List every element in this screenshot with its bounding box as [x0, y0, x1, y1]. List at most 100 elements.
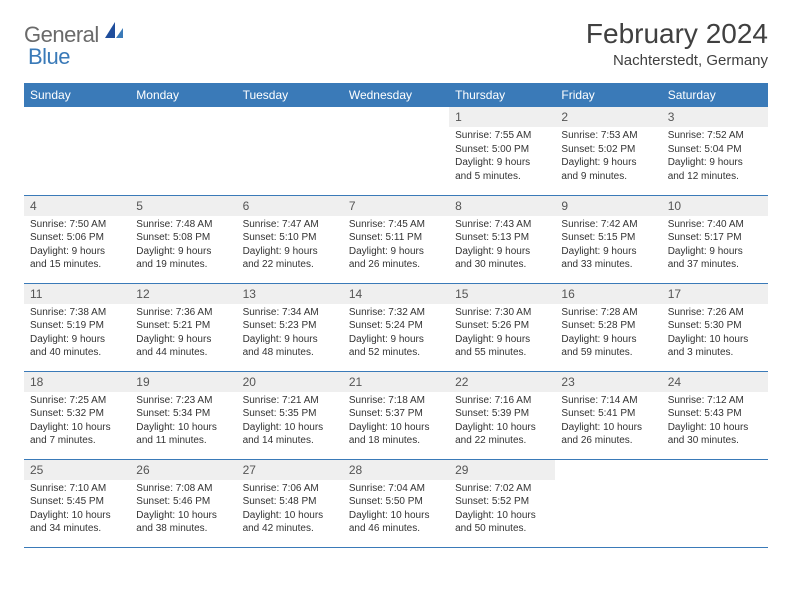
- calendar-day-cell: 2Sunrise: 7:53 AMSunset: 5:02 PMDaylight…: [555, 107, 661, 195]
- calendar-day-cell: 22Sunrise: 7:16 AMSunset: 5:39 PMDayligh…: [449, 371, 555, 459]
- day-info-line: and 7 minutes.: [30, 434, 124, 448]
- day-info-line: Sunrise: 7:40 AM: [668, 218, 762, 232]
- day-number: 26: [130, 460, 236, 480]
- day-info-line: Daylight: 9 hours: [136, 333, 230, 347]
- day-number: 10: [662, 196, 768, 216]
- day-info-line: and 50 minutes.: [455, 522, 549, 536]
- day-info-line: Daylight: 9 hours: [561, 245, 655, 259]
- day-info-line: Daylight: 9 hours: [455, 245, 549, 259]
- day-info-line: Sunset: 5:28 PM: [561, 319, 655, 333]
- day-info-line: Sunset: 5:34 PM: [136, 407, 230, 421]
- day-info-line: Sunrise: 7:16 AM: [455, 394, 549, 408]
- day-info-line: Daylight: 9 hours: [561, 156, 655, 170]
- day-info-line: Sunset: 5:39 PM: [455, 407, 549, 421]
- day-info-line: Sunrise: 7:42 AM: [561, 218, 655, 232]
- day-info-line: Daylight: 10 hours: [668, 333, 762, 347]
- day-number: 19: [130, 372, 236, 392]
- day-info-line: and 15 minutes.: [30, 258, 124, 272]
- day-info-line: Sunset: 5:23 PM: [243, 319, 337, 333]
- day-info-line: Sunset: 5:24 PM: [349, 319, 443, 333]
- day-info-line: and 44 minutes.: [136, 346, 230, 360]
- day-info-line: Daylight: 9 hours: [455, 156, 549, 170]
- day-info-line: Sunset: 5:37 PM: [349, 407, 443, 421]
- day-info-line: Sunrise: 7:48 AM: [136, 218, 230, 232]
- day-info-line: Daylight: 10 hours: [455, 509, 549, 523]
- day-info-line: and 30 minutes.: [455, 258, 549, 272]
- day-info-line: Sunset: 5:11 PM: [349, 231, 443, 245]
- day-info-line: Daylight: 9 hours: [243, 245, 337, 259]
- day-info-line: Sunset: 5:21 PM: [136, 319, 230, 333]
- calendar-day-cell: 18Sunrise: 7:25 AMSunset: 5:32 PMDayligh…: [24, 371, 130, 459]
- day-info-line: Sunset: 5:26 PM: [455, 319, 549, 333]
- day-info-line: Sunset: 5:00 PM: [455, 143, 549, 157]
- day-info-line: and 22 minutes.: [243, 258, 337, 272]
- day-header: Wednesday: [343, 83, 449, 107]
- day-info-line: Sunset: 5:13 PM: [455, 231, 549, 245]
- calendar-week-row: 18Sunrise: 7:25 AMSunset: 5:32 PMDayligh…: [24, 371, 768, 459]
- day-number: 15: [449, 284, 555, 304]
- day-info-line: Sunset: 5:17 PM: [668, 231, 762, 245]
- logo-sail-icon: [103, 20, 125, 45]
- day-info-line: Sunset: 5:19 PM: [30, 319, 124, 333]
- calendar-table: SundayMondayTuesdayWednesdayThursdayFrid…: [24, 83, 768, 548]
- calendar-day-cell: 1Sunrise: 7:55 AMSunset: 5:00 PMDaylight…: [449, 107, 555, 195]
- day-number: 13: [237, 284, 343, 304]
- day-info-line: and 55 minutes.: [455, 346, 549, 360]
- day-info-line: Sunset: 5:41 PM: [561, 407, 655, 421]
- day-number: 2: [555, 107, 661, 127]
- day-info-line: Sunrise: 7:30 AM: [455, 306, 549, 320]
- calendar-week-row: 1Sunrise: 7:55 AMSunset: 5:00 PMDaylight…: [24, 107, 768, 195]
- day-info-line: Daylight: 9 hours: [30, 245, 124, 259]
- header: General February 2024 Nachterstedt, Germ…: [24, 18, 768, 69]
- day-info-line: Sunset: 5:04 PM: [668, 143, 762, 157]
- calendar-day-cell: 4Sunrise: 7:50 AMSunset: 5:06 PMDaylight…: [24, 195, 130, 283]
- calendar-day-cell: [662, 459, 768, 547]
- calendar-day-cell: 21Sunrise: 7:18 AMSunset: 5:37 PMDayligh…: [343, 371, 449, 459]
- day-info-line: Sunrise: 7:45 AM: [349, 218, 443, 232]
- day-number: 6: [237, 196, 343, 216]
- calendar-day-cell: [130, 107, 236, 195]
- calendar-day-cell: 28Sunrise: 7:04 AMSunset: 5:50 PMDayligh…: [343, 459, 449, 547]
- day-info-line: Sunrise: 7:52 AM: [668, 129, 762, 143]
- day-info-line: Daylight: 9 hours: [668, 156, 762, 170]
- day-info-line: and 38 minutes.: [136, 522, 230, 536]
- calendar-body: 1Sunrise: 7:55 AMSunset: 5:00 PMDaylight…: [24, 107, 768, 547]
- calendar-day-cell: [555, 459, 661, 547]
- day-number: 12: [130, 284, 236, 304]
- day-info-line: Sunset: 5:35 PM: [243, 407, 337, 421]
- calendar-day-cell: 19Sunrise: 7:23 AMSunset: 5:34 PMDayligh…: [130, 371, 236, 459]
- calendar-day-cell: 15Sunrise: 7:30 AMSunset: 5:26 PMDayligh…: [449, 283, 555, 371]
- day-info-line: Sunrise: 7:32 AM: [349, 306, 443, 320]
- day-info-line: Daylight: 9 hours: [349, 245, 443, 259]
- calendar-day-cell: 9Sunrise: 7:42 AMSunset: 5:15 PMDaylight…: [555, 195, 661, 283]
- day-info-line: Sunrise: 7:10 AM: [30, 482, 124, 496]
- calendar-week-row: 4Sunrise: 7:50 AMSunset: 5:06 PMDaylight…: [24, 195, 768, 283]
- day-info-line: Daylight: 9 hours: [136, 245, 230, 259]
- calendar-day-cell: 11Sunrise: 7:38 AMSunset: 5:19 PMDayligh…: [24, 283, 130, 371]
- day-info-line: Sunset: 5:10 PM: [243, 231, 337, 245]
- day-info-line: and 34 minutes.: [30, 522, 124, 536]
- day-number: 16: [555, 284, 661, 304]
- day-info-line: Sunrise: 7:50 AM: [30, 218, 124, 232]
- day-number: 24: [662, 372, 768, 392]
- day-info-line: Daylight: 10 hours: [349, 509, 443, 523]
- day-info-line: Sunrise: 7:14 AM: [561, 394, 655, 408]
- day-info-line: Sunset: 5:15 PM: [561, 231, 655, 245]
- day-info-line: Daylight: 10 hours: [30, 421, 124, 435]
- calendar-day-cell: 16Sunrise: 7:28 AMSunset: 5:28 PMDayligh…: [555, 283, 661, 371]
- calendar-day-cell: 12Sunrise: 7:36 AMSunset: 5:21 PMDayligh…: [130, 283, 236, 371]
- calendar-week-row: 11Sunrise: 7:38 AMSunset: 5:19 PMDayligh…: [24, 283, 768, 371]
- day-info-line: Sunset: 5:30 PM: [668, 319, 762, 333]
- calendar-day-cell: 5Sunrise: 7:48 AMSunset: 5:08 PMDaylight…: [130, 195, 236, 283]
- day-info-line: Daylight: 10 hours: [561, 421, 655, 435]
- calendar-day-cell: [237, 107, 343, 195]
- day-info-line: Sunrise: 7:25 AM: [30, 394, 124, 408]
- day-header: Saturday: [662, 83, 768, 107]
- day-info-line: Daylight: 10 hours: [349, 421, 443, 435]
- day-info-line: Daylight: 10 hours: [668, 421, 762, 435]
- day-info-line: Sunrise: 7:34 AM: [243, 306, 337, 320]
- day-info-line: Sunrise: 7:23 AM: [136, 394, 230, 408]
- day-info-line: Daylight: 9 hours: [349, 333, 443, 347]
- calendar-day-cell: 20Sunrise: 7:21 AMSunset: 5:35 PMDayligh…: [237, 371, 343, 459]
- day-number: 20: [237, 372, 343, 392]
